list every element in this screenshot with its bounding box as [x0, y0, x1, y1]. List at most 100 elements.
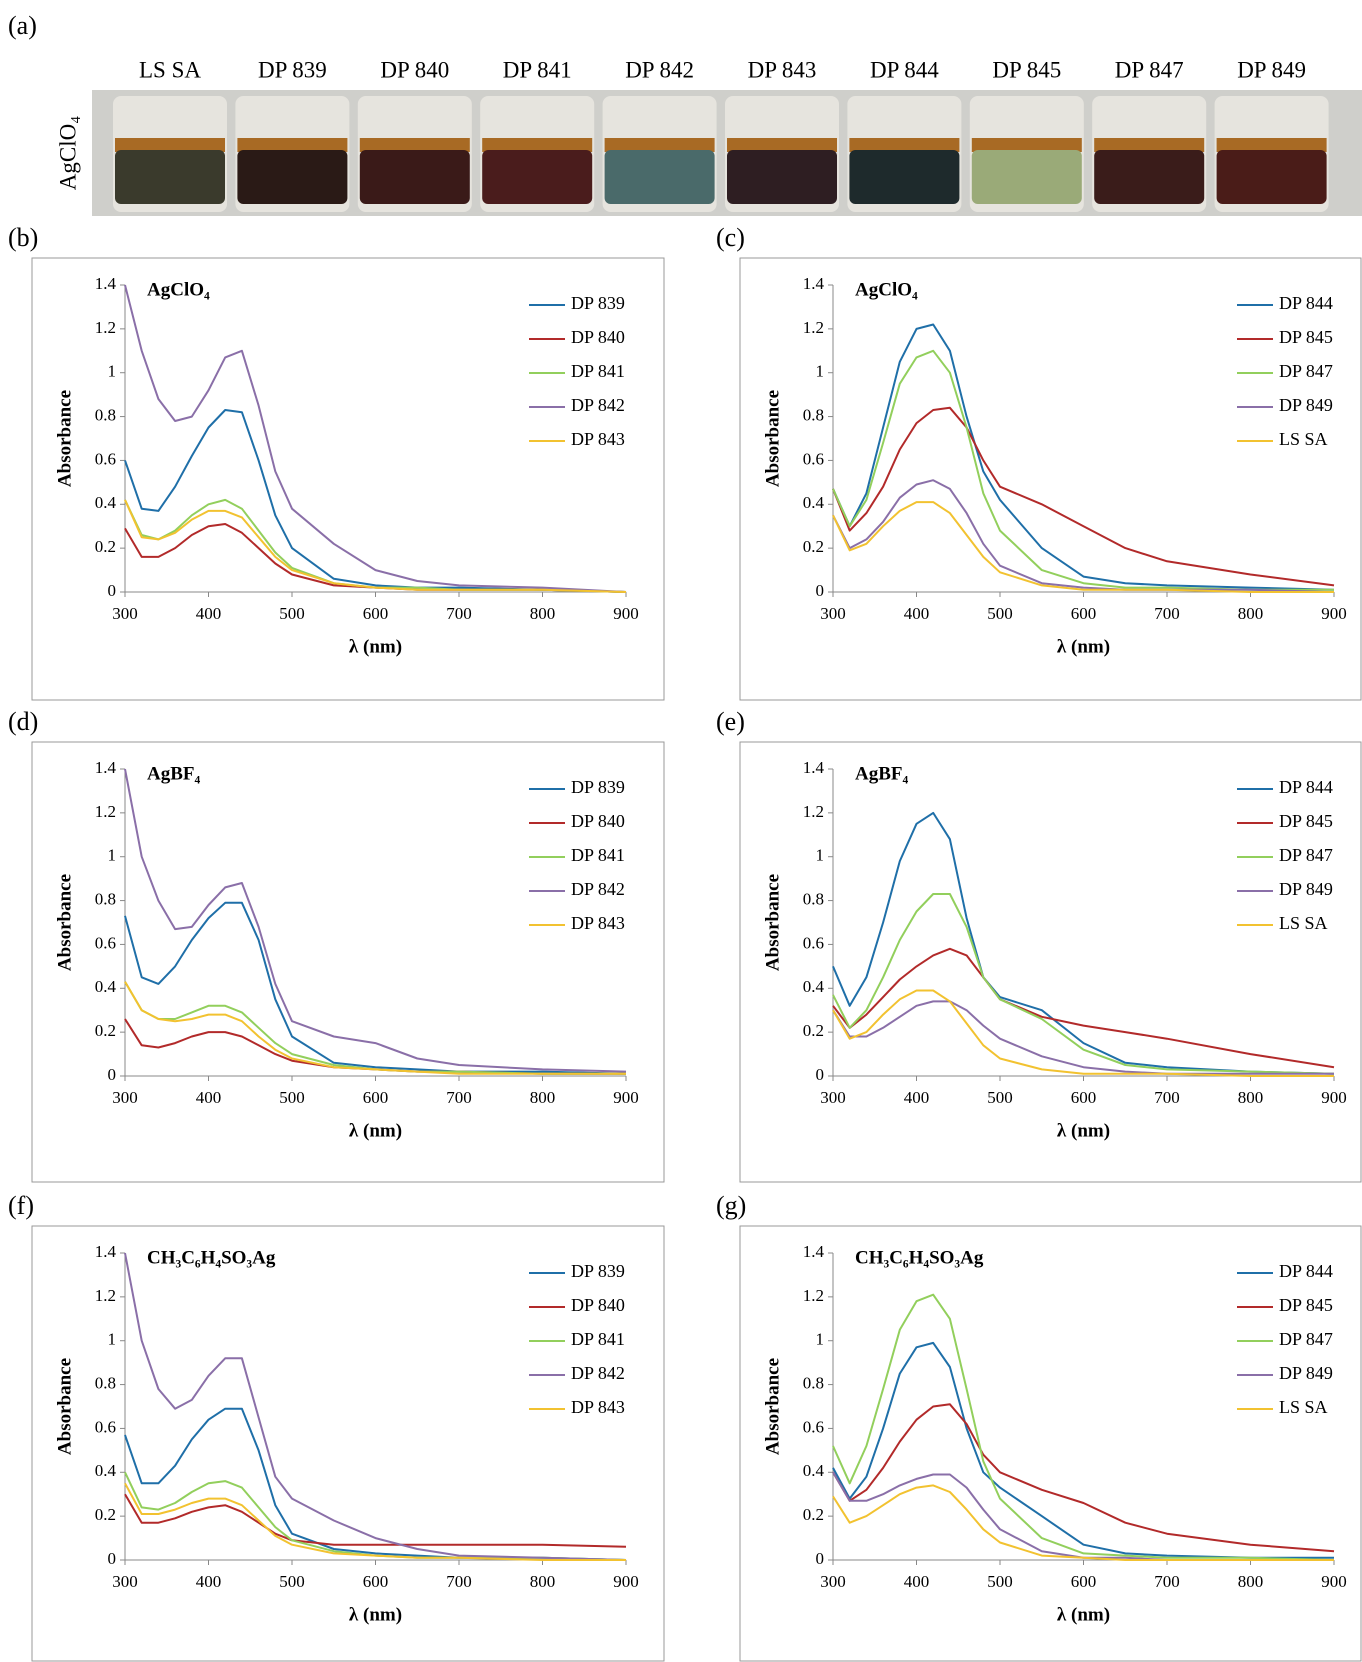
y-tick-label: 0.8: [803, 405, 824, 424]
x-tick-label: 900: [1321, 1572, 1347, 1591]
x-tick-label: 900: [1321, 1088, 1347, 1107]
x-tick-label: 600: [1071, 1572, 1097, 1591]
sample-label: DP 840: [380, 57, 449, 82]
y-tick-label: 0.4: [803, 493, 825, 512]
y-tick-label: 0.6: [95, 933, 116, 952]
y-tick-label: 0.6: [803, 449, 824, 468]
series-line: [124, 901, 627, 1075]
vial-liquid: [359, 150, 470, 204]
legend-label: DP 842: [571, 395, 625, 415]
vial-liquid: [849, 150, 960, 204]
legend-label: DP 842: [571, 1363, 625, 1383]
y-tick-label: 0.2: [95, 1021, 116, 1040]
x-tick-label: 600: [363, 604, 389, 623]
sample-label: DP 849: [1237, 57, 1306, 82]
y-tick-label: 1.4: [95, 274, 117, 293]
y-tick-label: 1.2: [95, 318, 116, 337]
legend-label: LS SA: [1279, 429, 1328, 449]
series-line: [124, 498, 627, 593]
x-tick-label: 400: [196, 1572, 222, 1591]
y-tick-label: 0: [108, 1065, 117, 1084]
y-tick-label: 0.4: [95, 1461, 117, 1480]
legend-label: DP 840: [571, 811, 625, 831]
y-tick-label: 1.4: [95, 758, 117, 777]
series-line: [832, 947, 1335, 1069]
x-tick-label: 300: [112, 604, 138, 623]
vial-rim: [359, 138, 470, 152]
sample-label: DP 841: [503, 57, 572, 82]
vial-liquid: [604, 150, 715, 204]
series-line: [124, 768, 627, 1073]
series-line: [124, 284, 627, 593]
y-tick-label: 0.4: [95, 493, 117, 512]
series-line: [832, 323, 1335, 591]
x-tick-label: 500: [279, 1572, 305, 1591]
y-tick-label: 1.4: [803, 1242, 825, 1261]
legend-label: DP 840: [571, 327, 625, 347]
x-axis-label: λ (nm): [1057, 1120, 1110, 1141]
sample-label: DP 839: [258, 57, 327, 82]
series-line: [832, 349, 1334, 591]
panel-label: (g): [716, 1191, 746, 1220]
legend-label: DP 839: [571, 1261, 625, 1281]
x-tick-label: 700: [1154, 1572, 1180, 1591]
y-tick-label: 1: [108, 1330, 117, 1349]
series-line: [124, 1252, 627, 1561]
legend-label: DP 845: [1279, 327, 1333, 347]
y-tick-label: 0: [108, 581, 117, 600]
y-tick-label: 1: [816, 1330, 825, 1349]
series-line: [124, 499, 627, 593]
y-tick-label: 1: [108, 846, 117, 865]
x-tick-label: 600: [363, 1572, 389, 1591]
y-tick-label: 1.4: [95, 1242, 117, 1261]
legend-label: DP 849: [1279, 1363, 1333, 1383]
legend-label: DP 843: [571, 913, 625, 933]
vial-rim: [237, 138, 348, 152]
y-tick-label: 0.6: [803, 933, 824, 952]
x-tick-label: 800: [1238, 1572, 1264, 1591]
y-tick-label: 0: [108, 1549, 117, 1568]
vial-liquid: [237, 150, 348, 204]
y-tick-label: 0.6: [803, 1417, 824, 1436]
series-line: [832, 811, 1335, 1075]
series-line: [832, 1000, 1334, 1075]
y-tick-label: 1: [108, 362, 117, 381]
series-line: [124, 981, 626, 1075]
y-tick-label: 0.8: [95, 405, 116, 424]
x-tick-label: 900: [1321, 604, 1347, 623]
x-tick-label: 800: [530, 604, 556, 623]
y-tick-label: 1: [816, 846, 825, 865]
y-tick-label: 0.4: [95, 977, 117, 996]
x-tick-label: 800: [530, 1572, 556, 1591]
x-tick-label: 600: [363, 1088, 389, 1107]
y-axis-label: Absorbance: [54, 390, 75, 487]
chart-frame: [31, 741, 665, 1183]
y-tick-label: 0.2: [95, 537, 116, 556]
legend-label: DP 841: [571, 845, 625, 865]
x-tick-label: 300: [112, 1088, 138, 1107]
vial-rim: [115, 138, 225, 152]
legend-label: DP 839: [571, 777, 625, 797]
chart-title: AgClO₄: [147, 279, 210, 300]
chart-title: AgClO₄: [855, 279, 918, 300]
y-tick-label: 0.2: [95, 1505, 116, 1524]
legend-label: LS SA: [1279, 1397, 1328, 1417]
y-tick-label: 1.2: [95, 1286, 116, 1305]
x-tick-label: 600: [1071, 1088, 1097, 1107]
x-tick-label: 400: [904, 604, 930, 623]
legend-label: DP 843: [571, 1397, 625, 1417]
legend-label: DP 847: [1279, 845, 1333, 865]
x-tick-label: 700: [446, 1088, 472, 1107]
y-tick-label: 0.4: [803, 977, 825, 996]
series-line: [124, 523, 627, 593]
reagent-label: AgClO₄: [55, 116, 80, 190]
series-line: [124, 1482, 626, 1561]
chart-frame: [31, 1225, 665, 1662]
chart-title: CH₃C₆H₄SO₃Ag: [855, 1247, 984, 1268]
y-tick-label: 1.4: [803, 758, 825, 777]
x-tick-label: 300: [820, 1572, 846, 1591]
sample-label: DP 845: [992, 57, 1061, 82]
y-tick-label: 0.2: [803, 1021, 824, 1040]
panel-label: (d): [8, 707, 38, 736]
